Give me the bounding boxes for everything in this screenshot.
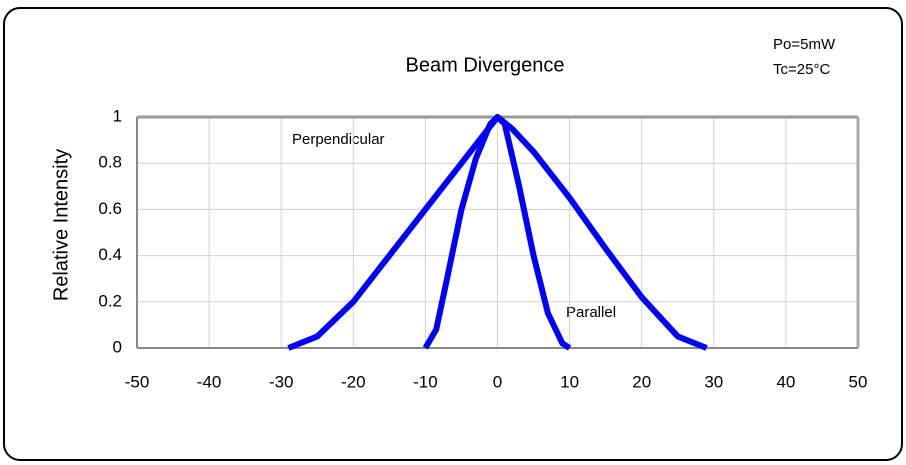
x-tick-label: -40 <box>197 372 222 391</box>
y-tick-label: 0.4 <box>98 245 122 264</box>
x-tick-label: -50 <box>125 372 150 391</box>
annotation: Tc=25°C <box>773 61 830 78</box>
chart-title: Beam Divergence <box>406 54 565 76</box>
x-tick-label: -10 <box>413 372 438 391</box>
x-tick-label: 50 <box>849 372 868 391</box>
x-tick-label: 0 <box>493 372 502 391</box>
data-line <box>422 114 572 351</box>
x-tick-label: -20 <box>341 372 366 391</box>
x-tick-label: -30 <box>269 372 294 391</box>
annotation: Perpendicular <box>292 131 385 148</box>
y-tick-label: 0 <box>113 337 122 356</box>
x-tick-label: 20 <box>632 372 651 391</box>
y-tick-label: 1 <box>113 106 122 125</box>
annotation: Parallel <box>566 304 616 321</box>
x-tick-label: 30 <box>704 372 723 391</box>
y-axis-label: Relative Intensity <box>50 149 72 301</box>
y-tick-label: 0.8 <box>98 153 122 172</box>
annotation: Po=5mW <box>773 36 836 53</box>
y-tick-label: 0.2 <box>98 291 122 310</box>
x-tick-label: 10 <box>560 372 579 391</box>
y-tick-label: 0.6 <box>98 199 122 218</box>
x-tick-label: 40 <box>776 372 795 391</box>
